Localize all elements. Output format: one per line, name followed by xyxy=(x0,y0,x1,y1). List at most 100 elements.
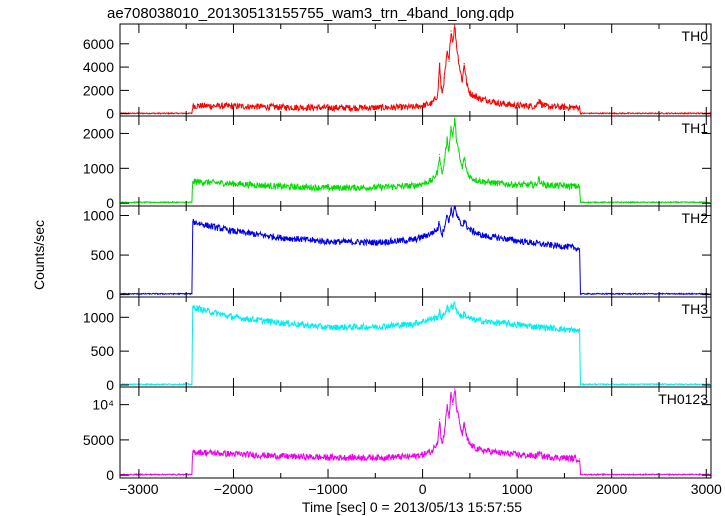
data-point-th0123 xyxy=(474,447,476,449)
data-point-th1 xyxy=(441,173,443,175)
data-point-th0123 xyxy=(488,450,490,452)
data-point-th3 xyxy=(327,326,329,329)
data-point-th3 xyxy=(232,316,235,318)
data-point-th0 xyxy=(448,60,450,62)
data-point-th0123 xyxy=(516,454,518,456)
data-point-th2 xyxy=(191,293,193,295)
data-point-th0 xyxy=(579,107,581,109)
data-point-th1 xyxy=(463,157,465,159)
data-point-th3 xyxy=(441,317,443,319)
data-point-th1 xyxy=(516,184,518,186)
data-point-th1 xyxy=(579,185,581,188)
data-point-th0123 xyxy=(192,451,194,453)
data-point-th2 xyxy=(535,242,537,244)
y-tick-label-th3: 1000 xyxy=(83,309,114,325)
data-point-th2 xyxy=(439,221,441,223)
y-tick-label-th0: 4000 xyxy=(83,59,114,75)
data-point-th0 xyxy=(474,95,476,97)
data-point-th2 xyxy=(516,240,518,242)
data-point-th0 xyxy=(541,103,543,105)
data-point-th0123 xyxy=(478,449,480,451)
data-point-th1 xyxy=(541,183,543,185)
data-point-th0123 xyxy=(422,454,424,456)
data-point-th3 xyxy=(488,321,490,323)
data-point-th2 xyxy=(456,214,458,217)
data-point-th1 xyxy=(374,186,376,189)
y-tick-label-th0: 2000 xyxy=(83,82,114,98)
data-point-th1 xyxy=(448,150,450,152)
data-point-th1 xyxy=(412,185,414,187)
data-point-th0 xyxy=(459,71,461,73)
data-point-th2 xyxy=(463,219,465,221)
data-point-th0123 xyxy=(327,456,329,459)
data-point-th0123 xyxy=(450,393,452,395)
data-point-th1 xyxy=(466,171,468,173)
data-point-th3 xyxy=(374,326,376,328)
data-point-th2 xyxy=(579,293,582,295)
data-point-th0 xyxy=(412,106,414,108)
series-line-th2 xyxy=(120,206,711,296)
data-point-th3 xyxy=(463,312,465,314)
data-point-th0123 xyxy=(579,458,581,460)
data-point-th0 xyxy=(457,59,460,61)
data-point-th0 xyxy=(463,63,465,65)
data-point-th3 xyxy=(431,318,433,320)
data-point-th3 xyxy=(446,306,448,308)
data-point-th0 xyxy=(516,104,518,107)
data-point-th3 xyxy=(474,319,476,321)
data-point-th0123 xyxy=(579,473,582,476)
data-point-th1 xyxy=(232,183,235,185)
data-point-th0123 xyxy=(457,416,460,418)
data-point-th0123 xyxy=(440,437,442,440)
data-point-th0 xyxy=(441,92,443,94)
data-point-th2 xyxy=(474,231,476,233)
panel-th2: 0 500 1000 TH2 xyxy=(83,205,712,303)
data-point-th2 xyxy=(192,221,194,223)
data-point-th1 xyxy=(459,160,461,162)
data-point-th3 xyxy=(280,322,282,324)
data-point-th3 xyxy=(459,314,461,316)
data-point-th0 xyxy=(544,105,547,108)
data-point-th0123 xyxy=(191,473,193,476)
data-point-th1 xyxy=(456,139,458,141)
data-point-th0 xyxy=(579,112,582,114)
series-line-th1 xyxy=(120,117,711,204)
data-point-th2 xyxy=(466,226,468,228)
data-point-th2 xyxy=(446,214,448,217)
data-point-th0123 xyxy=(469,443,471,445)
data-point-th1 xyxy=(535,184,537,186)
data-point-th1 xyxy=(469,176,471,178)
panel-label-th0123: TH0123 xyxy=(658,391,708,407)
data-point-th0 xyxy=(431,102,433,104)
data-point-th0123 xyxy=(431,450,433,452)
data-point-th3 xyxy=(461,316,463,318)
data-point-th1 xyxy=(544,184,547,186)
data-point-th3 xyxy=(192,306,194,308)
data-point-th0123 xyxy=(456,407,458,409)
x-tick-label: −1000 xyxy=(308,481,348,497)
data-point-th3 xyxy=(456,309,458,312)
series-line-th3 xyxy=(120,301,711,386)
data-point-th0123 xyxy=(232,453,235,455)
data-point-th0123 xyxy=(563,457,566,459)
data-point-th2 xyxy=(374,241,376,243)
x-tick-label: 1000 xyxy=(502,481,533,497)
data-point-th0 xyxy=(439,63,441,65)
data-point-th0 xyxy=(497,102,499,104)
data-point-th3 xyxy=(454,301,456,303)
data-point-th1 xyxy=(488,181,490,183)
data-point-th3 xyxy=(579,383,582,385)
data-point-th2 xyxy=(440,230,442,232)
x-axis-label: Time [sec] 0 = 2013/05/13 15:57:55 xyxy=(302,499,522,515)
data-point-th2 xyxy=(280,237,282,239)
data-point-th0123 xyxy=(538,452,540,454)
data-point-th1 xyxy=(454,118,456,121)
data-point-th1 xyxy=(538,178,540,180)
data-point-th0 xyxy=(466,85,468,87)
data-point-th3 xyxy=(535,326,537,328)
data-point-th3 xyxy=(204,309,206,312)
data-point-th3 xyxy=(437,316,439,318)
data-point-th1 xyxy=(497,182,499,184)
data-point-th1 xyxy=(443,160,445,162)
x-axis: −3000 −2000 −1000 0 1000 2000 3000 xyxy=(119,481,722,497)
